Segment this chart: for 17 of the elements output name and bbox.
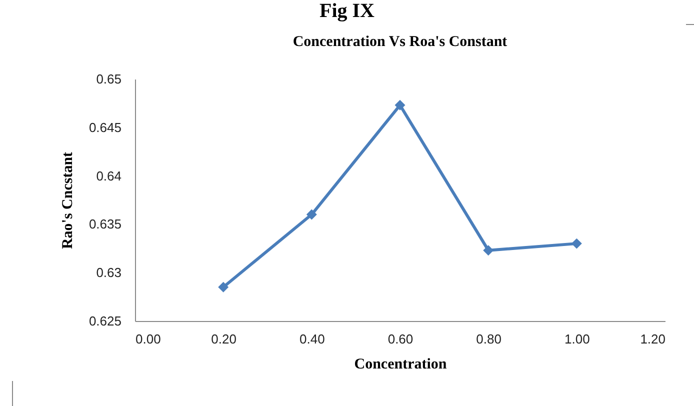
y-tick-label: 0.635	[88, 216, 122, 232]
x-tick-label: 0.00	[136, 332, 161, 346]
x-tick-label: 0.80	[476, 332, 502, 346]
y-axis-title: Rao's Cncstant	[60, 152, 76, 250]
x-tick-label: 0.20	[211, 332, 236, 346]
chart-title: Concentration Vs Roa's Constant	[292, 34, 508, 50]
y-tick-label: 0.64	[96, 168, 122, 184]
x-tick-label: 1.20	[640, 332, 666, 346]
y-tick-label: 0.645	[88, 120, 122, 135]
x-tick-label: 0.40	[300, 332, 325, 346]
text: Fig IX	[318, 0, 376, 22]
x-tick-label: 0.60	[388, 332, 414, 346]
y-tick-label: 0.65	[96, 72, 122, 86]
y-tick-label: 0.63	[96, 265, 122, 280]
x-axis-title: Concentration	[354, 356, 448, 372]
x-tick-label: 1.00	[564, 332, 590, 346]
y-tick-label: 0.625	[88, 314, 122, 328]
